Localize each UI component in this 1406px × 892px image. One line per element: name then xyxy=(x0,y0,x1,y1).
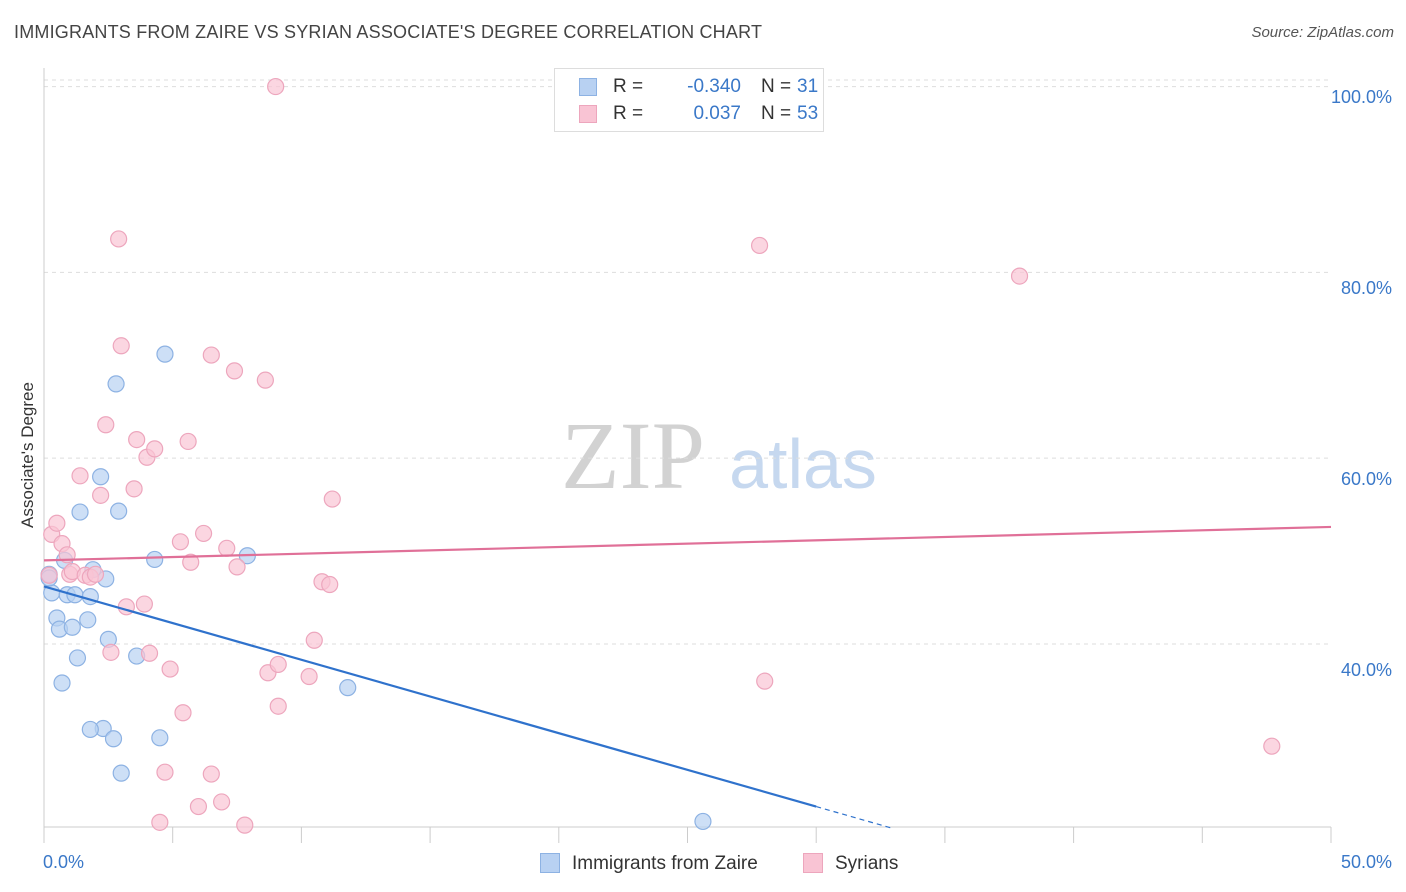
y-tick-label-40: 40.0% xyxy=(1340,660,1392,680)
legend-r-value-syria: 0.037 xyxy=(693,103,741,124)
trend-line-zaire xyxy=(43,585,817,808)
data-point-zaire xyxy=(53,674,71,692)
data-point-syria xyxy=(161,660,179,678)
data-point-syria xyxy=(128,431,146,449)
x-tick-label-min: 0.0% xyxy=(43,852,85,872)
data-point-zaire xyxy=(71,503,89,521)
watermark-zip: ZIP xyxy=(561,402,705,509)
data-point-syria xyxy=(71,467,89,485)
legend-swatch-zaire xyxy=(579,78,597,96)
data-point-syria xyxy=(102,643,120,661)
data-point-syria xyxy=(135,595,153,613)
data-point-zaire xyxy=(68,649,87,667)
legend-r-label: R = xyxy=(613,76,644,97)
data-point-syria xyxy=(305,631,323,649)
data-point-zaire xyxy=(694,812,712,831)
data-point-syria xyxy=(171,533,190,551)
data-point-syria xyxy=(228,558,246,576)
legend-n-value-zaire: 31 xyxy=(797,76,819,97)
data-point-syria xyxy=(48,514,66,532)
data-point-syria xyxy=(218,539,236,557)
trend-line-zaire-extension xyxy=(816,805,894,830)
data-point-syria xyxy=(202,765,220,783)
chart-title: IMMIGRANTS FROM ZAIRE VS SYRIAN ASSOCIAT… xyxy=(14,22,763,42)
y-tick-label-80: 80.0% xyxy=(1340,278,1392,298)
chart-source: Source: ZipAtlas.com xyxy=(1251,24,1394,41)
data-point-syria xyxy=(97,416,115,434)
watermark-atlas: atlas xyxy=(729,425,877,503)
data-point-syria xyxy=(256,371,274,389)
data-point-zaire xyxy=(110,502,128,520)
data-point-syria xyxy=(151,813,169,831)
data-point-syria xyxy=(213,793,231,811)
x-tick-label-max: 50.0% xyxy=(1340,852,1392,872)
data-point-syria xyxy=(174,704,192,722)
y-axis-label: Associate's Degree xyxy=(18,382,37,528)
data-point-zaire xyxy=(81,720,99,739)
y-tick-label-60: 60.0% xyxy=(1340,469,1392,489)
data-point-syria xyxy=(125,480,143,498)
data-point-zaire xyxy=(92,468,110,486)
data-point-syria xyxy=(236,816,254,834)
data-point-zaire xyxy=(146,550,164,569)
data-point-syria xyxy=(194,524,213,543)
data-point-syria xyxy=(202,346,220,364)
legend-r-value-zaire: -0.340 xyxy=(687,76,741,97)
data-point-syria xyxy=(269,655,287,674)
data-point-syria xyxy=(179,432,197,451)
data-point-zaire xyxy=(63,618,81,636)
data-point-syria xyxy=(92,486,110,504)
data-point-syria xyxy=(750,236,769,255)
bottom-legend-swatch-zaire xyxy=(540,853,560,873)
data-point-syria xyxy=(182,553,200,571)
data-point-syria xyxy=(267,77,285,96)
correlation-legend: R = -0.340 N = 31 R = 0.037 N = 53 xyxy=(554,68,824,132)
data-point-zaire xyxy=(79,611,97,629)
data-point-syria xyxy=(1263,737,1281,755)
data-point-syria xyxy=(140,644,159,662)
legend-n-label: N = xyxy=(761,76,792,97)
data-point-syria xyxy=(146,440,164,458)
data-point-syria xyxy=(321,575,339,594)
data-point-zaire xyxy=(107,375,125,393)
data-point-zaire xyxy=(104,730,123,748)
bottom-legend-label-syria: Syrians xyxy=(835,853,899,874)
data-point-syria xyxy=(225,362,244,380)
data-point-syria xyxy=(110,230,128,248)
data-point-syria xyxy=(112,337,130,355)
data-point-syria xyxy=(756,672,774,690)
data-point-zaire xyxy=(156,345,174,363)
data-point-syria xyxy=(300,667,318,686)
legend-r-label: R = xyxy=(613,103,644,124)
data-point-syria xyxy=(1010,267,1029,285)
data-point-syria xyxy=(40,566,58,584)
data-point-zaire xyxy=(339,679,357,697)
data-point-syria xyxy=(269,697,287,715)
legend-swatch-syria xyxy=(579,105,597,123)
trend-line-syria xyxy=(43,525,1332,562)
bottom-legend-swatch-syria xyxy=(803,853,823,873)
data-point-syria xyxy=(189,797,208,816)
legend-n-label: N = xyxy=(761,103,792,124)
data-point-syria xyxy=(323,490,341,508)
data-point-zaire xyxy=(112,764,130,782)
data-point-syria xyxy=(156,763,174,781)
data-point-zaire xyxy=(151,729,169,747)
legend-n-value-syria: 53 xyxy=(797,103,819,124)
bottom-legend-label-zaire: Immigrants from Zaire xyxy=(572,853,758,874)
data-point-syria xyxy=(86,565,105,583)
y-tick-label-100: 100.0% xyxy=(1330,87,1392,107)
